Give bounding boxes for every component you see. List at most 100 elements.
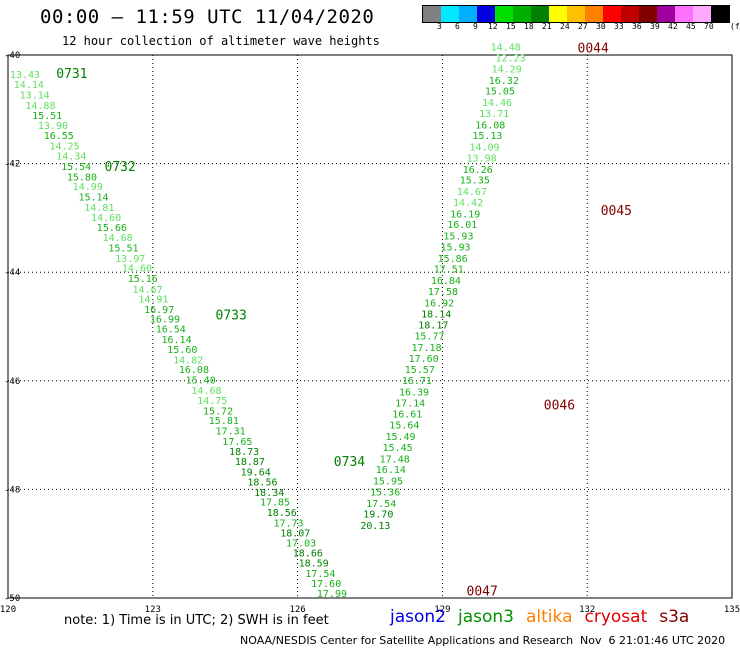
wave-height-point: 14.60: [122, 264, 152, 275]
wave-height-point: 16.39: [399, 387, 429, 398]
wave-height-point: 14.81: [84, 203, 114, 214]
time-label: 0733: [216, 308, 247, 323]
wave-height-point: 14.67: [457, 187, 487, 198]
wave-height-point: 19.64: [241, 467, 271, 478]
wave-height-point: 15.05: [485, 87, 515, 98]
wave-height-point: 15.77: [414, 332, 444, 343]
wave-height-point: 15.93: [440, 242, 470, 253]
y-tick-label: -46: [4, 377, 20, 387]
wave-height-point: 18.66: [293, 549, 323, 560]
wave-height-point: 18.34: [254, 488, 284, 499]
x-tick-label: 120: [0, 605, 16, 615]
colorbar-swatch: [477, 6, 495, 22]
wave-height-point: 15.51: [108, 244, 138, 255]
colorbar-tick-label: 12: [488, 22, 498, 31]
colorbar-tick-label: 21: [542, 22, 552, 31]
time-label: 0731: [56, 67, 87, 82]
wave-height-point: 17.18: [412, 343, 442, 354]
wave-height-point: 14.46: [482, 98, 512, 109]
wave-height-point: 15.51: [32, 111, 62, 122]
y-tick-label: -50: [4, 594, 20, 604]
wave-height-point: 15.35: [460, 176, 490, 187]
wave-height-point: 14.75: [197, 396, 227, 407]
colorbar-swatch: [495, 6, 513, 22]
wave-height-point: 16.01: [447, 220, 477, 231]
wave-height-point: 17.65: [222, 437, 252, 448]
wave-height-point: 13.90: [38, 121, 68, 132]
wave-height-point: 20.13: [360, 521, 390, 532]
wave-height-point: 15.95: [373, 477, 403, 488]
wave-height-point: 13.98: [467, 153, 497, 164]
wave-height-point: 14.48: [491, 43, 521, 54]
wave-height-point: 17.85: [260, 498, 290, 509]
mission-label: altika: [526, 607, 573, 627]
wave-height-point: 16.55: [44, 131, 74, 142]
wave-height-point: 18.59: [299, 559, 329, 570]
wave-height-point: 17.54: [305, 569, 335, 580]
wave-height-point: 15.86: [438, 254, 468, 265]
wave-height-point: 19.70: [363, 510, 393, 521]
x-tick-label: 126: [289, 605, 305, 615]
colorbar-swatch: [657, 6, 675, 22]
colorbar-swatch: [603, 6, 621, 22]
wave-height-point: 14.34: [56, 151, 86, 162]
colorbar-swatch: [423, 6, 441, 22]
wave-height-point: 14.29: [492, 64, 522, 75]
colorbar-tick-label: 18: [524, 22, 534, 31]
colorbar-tick-label: 39: [650, 22, 660, 31]
x-tick-label: 135: [724, 605, 740, 615]
wave-height-point: 15.93: [443, 232, 473, 243]
wave-height-point: 15.60: [167, 345, 197, 356]
colorbar-tick-label: 3: [437, 22, 442, 31]
colorbar-swatch: [711, 6, 729, 22]
wave-height-point: 16.92: [424, 298, 454, 309]
wave-height-point: 15.13: [472, 131, 502, 142]
x-tick-label: 129: [434, 605, 450, 615]
plot-frame: [7, 54, 733, 599]
wave-height-point: 16.54: [156, 324, 186, 335]
colorbar-swatch: [639, 6, 657, 22]
colorbar-swatch: [441, 6, 459, 22]
wave-height-point: 16.84: [431, 276, 461, 287]
x-tick-label: 123: [145, 605, 161, 615]
wave-height-point: 17.58: [428, 287, 458, 298]
colorbar-swatch: [621, 6, 639, 22]
wave-height-point: 15.16: [128, 274, 158, 285]
wave-height-point: 18.73: [229, 447, 259, 458]
wave-height-point: 16.71: [402, 376, 432, 387]
wave-height-point: 16.61: [392, 410, 422, 421]
colorbar-tick-label: 6: [455, 22, 460, 31]
wave-height-point: 17.31: [216, 427, 246, 438]
wave-height-point: 13.71: [479, 109, 509, 120]
wave-height-point: 15.45: [383, 443, 413, 454]
wave-height-point: 15.54: [61, 162, 91, 173]
y-tick-label: -44: [4, 268, 20, 278]
y-tick-label: -42: [4, 160, 20, 170]
wave-height-point: 18.87: [235, 457, 265, 468]
mission-label: jason3: [458, 607, 514, 627]
colorbar-tick-label: 33: [614, 22, 624, 31]
wave-height-point: 16.99: [150, 315, 180, 326]
wave-height-point: 15.66: [97, 223, 127, 234]
colorbar-swatch: [567, 6, 585, 22]
wave-height-point: 16.14: [376, 465, 406, 476]
y-tick-label: -40: [4, 51, 20, 61]
wave-height-point: 15.64: [389, 421, 419, 432]
colorbar-swatch: [549, 6, 567, 22]
time-label: 0047: [467, 584, 498, 599]
mission-label: s3a: [659, 607, 690, 627]
wave-height-point: 16.32: [489, 76, 519, 87]
wave-height-point: 13.14: [20, 90, 50, 101]
page-title: 00:00 – 11:59 UTC 11/04/2020: [40, 6, 375, 28]
wave-height-point: 17.60: [409, 354, 439, 365]
wave-height-point: 16.19: [450, 209, 480, 220]
wave-height-point: 15.81: [209, 416, 239, 427]
wave-height-point: 15.36: [370, 487, 400, 498]
colorbar-tick-label: 9: [473, 22, 478, 31]
wave-height-point: 18.14: [421, 309, 451, 320]
wave-height-point: 15.40: [186, 376, 216, 387]
colorbar-swatch: [459, 6, 477, 22]
colorbar-tick-label: 70: [704, 22, 714, 31]
wave-height-point: 14.68: [103, 233, 133, 244]
